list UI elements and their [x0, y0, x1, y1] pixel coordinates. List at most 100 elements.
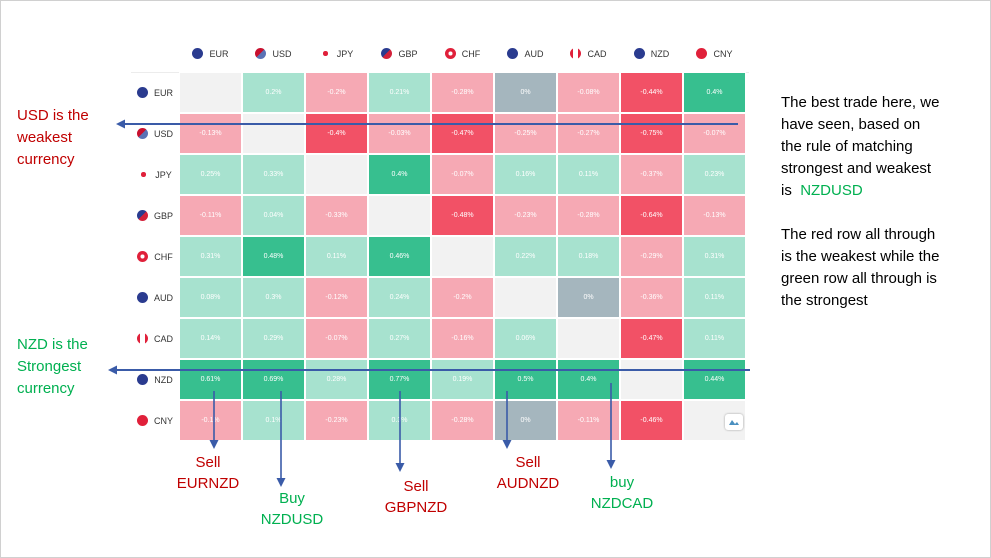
note-line: is the weakest while the	[781, 248, 940, 265]
matrix-cell-jpy-eur: 0.25%	[179, 154, 242, 195]
matrix-cell-chf-chf	[431, 236, 494, 277]
matrix-cell-eur-nzd: -0.44%	[620, 72, 683, 113]
matrix-cell-chf-eur: 0.31%	[179, 236, 242, 277]
matrix-cell-cad-eur: 0.14%	[179, 318, 242, 359]
column-header-cad: CAD	[557, 35, 620, 72]
trade-action: Sell	[403, 478, 429, 495]
matrix-cell-cny-cad: -0.11%	[557, 400, 620, 441]
gbp-flag-icon	[381, 48, 393, 59]
matrix-cell-cny-nzd: -0.46%	[620, 400, 683, 441]
row-header-aud: AUD	[131, 277, 179, 318]
trade-pair: NZDCAD	[590, 495, 654, 512]
note-line: NZD is the	[17, 336, 88, 353]
note-line: currency	[17, 380, 75, 397]
matrix-cell-usd-usd	[242, 113, 305, 154]
explanation-note: The best trade here, we have seen, based…	[781, 92, 986, 312]
note-line: USD is the	[17, 107, 89, 124]
matrix-cell-nzd-eur: 0.61%	[179, 359, 242, 400]
matrix-cell-nzd-jpy: 0.28%	[305, 359, 368, 400]
nzd-flag-icon	[633, 48, 645, 59]
chf-flag-icon	[137, 251, 149, 262]
column-header-jpy: JPY	[305, 35, 368, 72]
column-header-label: AUD	[524, 48, 544, 59]
row-header-eur: EUR	[131, 72, 179, 113]
matrix-cell-jpy-cad: 0.11%	[557, 154, 620, 195]
cny-flag-icon	[696, 48, 708, 59]
matrix-cell-gbp-gbp	[368, 195, 431, 236]
matrix-cell-cny-jpy: -0.23%	[305, 400, 368, 441]
row-header-usd: USD	[131, 113, 179, 154]
matrix-cell-cad-cny: 0.11%	[683, 318, 746, 359]
note-prefix: is	[781, 182, 792, 199]
column-header-label: NZD	[650, 48, 670, 59]
trade-pair: AUDNZD	[496, 475, 560, 492]
column-header-label: CHF	[461, 48, 481, 59]
matrix-cell-cad-usd: 0.29%	[242, 318, 305, 359]
jpy-flag-icon	[138, 169, 150, 180]
note-line: weakest	[17, 129, 73, 146]
matrix-cell-usd-jpy: -0.4%	[305, 113, 368, 154]
gbp-flag-icon	[136, 210, 148, 221]
matrix-cell-eur-cny: 0.4%	[683, 72, 746, 113]
note-line: have seen, based on	[781, 116, 921, 133]
nzd-flag-icon	[137, 374, 149, 385]
matrix-cell-cad-cad	[557, 318, 620, 359]
trade-pair: GBPNZD	[384, 499, 448, 516]
widget-logo-icon[interactable]	[725, 414, 743, 430]
row-header-label: CHF	[154, 251, 173, 262]
column-header-eur: EUR	[179, 35, 242, 72]
column-header-label: CAD	[587, 48, 607, 59]
column-header-label: JPY	[336, 48, 354, 59]
matrix-cell-cad-chf: -0.16%	[431, 318, 494, 359]
matrix-cell-gbp-usd: 0.04%	[242, 195, 305, 236]
matrix-cell-cny-chf: -0.28%	[431, 400, 494, 441]
trade-action: Sell	[515, 454, 541, 471]
matrix-cell-aud-gbp: 0.24%	[368, 277, 431, 318]
matrix-cell-jpy-usd: 0.33%	[242, 154, 305, 195]
row-header-cny: CNY	[131, 400, 179, 441]
matrix-cell-cad-jpy: -0.07%	[305, 318, 368, 359]
trade-action: Sell	[195, 454, 221, 471]
matrix-cell-jpy-jpy	[305, 154, 368, 195]
eur-flag-icon	[192, 48, 204, 59]
matrix-cell-eur-aud: 0%	[494, 72, 557, 113]
matrix-cell-nzd-aud: 0.5%	[494, 359, 557, 400]
note-line: The best trade here, we	[781, 94, 940, 111]
aud-flag-icon	[136, 292, 148, 303]
matrix-cell-gbp-jpy: -0.33%	[305, 195, 368, 236]
matrix-cell-aud-nzd: -0.36%	[620, 277, 683, 318]
row-header-nzd: NZD	[131, 359, 179, 400]
matrix-cell-chf-jpy: 0.11%	[305, 236, 368, 277]
usd-flag-icon	[136, 128, 148, 139]
matrix-cell-eur-eur	[179, 72, 242, 113]
matrix-cell-eur-jpy: -0.2%	[305, 72, 368, 113]
matrix-cell-chf-aud: 0.22%	[494, 236, 557, 277]
note-line: Strongest	[17, 358, 82, 375]
matrix-cell-cad-aud: 0.06%	[494, 318, 557, 359]
trade-pair: NZDUSD	[260, 511, 324, 528]
row-header-label: JPY	[155, 169, 172, 180]
matrix-cell-cad-gbp: 0.27%	[368, 318, 431, 359]
row-header-label: CAD	[153, 333, 173, 344]
matrix-cell-eur-gbp: 0.21%	[368, 72, 431, 113]
trade-label-gbpnzd: Sell GBPNZD	[378, 476, 454, 518]
matrix-cell-nzd-usd: 0.69%	[242, 359, 305, 400]
matrix-cell-aud-aud	[494, 277, 557, 318]
matrix-cell-gbp-eur: -0.11%	[179, 195, 242, 236]
row-header-label: AUD	[153, 292, 173, 303]
trade-pair: EURNZD	[176, 475, 240, 492]
matrix-cell-gbp-cad: -0.28%	[557, 195, 620, 236]
row-header-jpy: JPY	[131, 154, 179, 195]
trade-label-nzdcad: buy NZDCAD	[582, 472, 662, 514]
matrix-cell-usd-aud: -0.25%	[494, 113, 557, 154]
note-line: the rule of matching	[781, 138, 913, 155]
matrix-cell-gbp-cny: -0.13%	[683, 195, 746, 236]
column-header-chf: CHF	[431, 35, 494, 72]
matrix-cell-eur-cad: -0.08%	[557, 72, 620, 113]
matrix-cell-aud-cad: 0%	[557, 277, 620, 318]
matrix-cell-jpy-nzd: -0.37%	[620, 154, 683, 195]
column-header-gbp: GBP	[368, 35, 431, 72]
matrix-cell-usd-gbp: -0.03%	[368, 113, 431, 154]
matrix-cell-nzd-cny: 0.44%	[683, 359, 746, 400]
matrix-cell-jpy-cny: 0.23%	[683, 154, 746, 195]
